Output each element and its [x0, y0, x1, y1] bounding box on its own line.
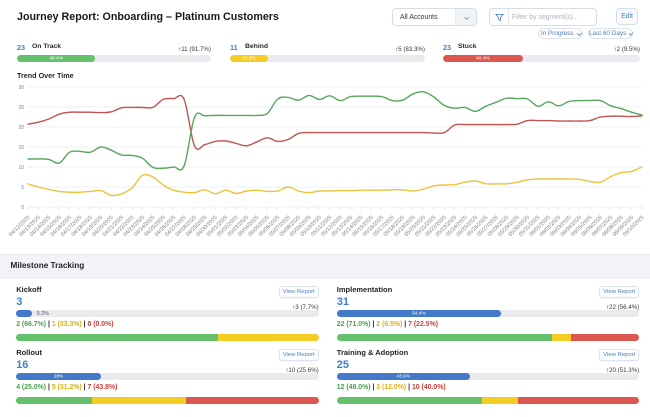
svg-text:0: 0	[21, 205, 24, 211]
svg-text:15: 15	[18, 145, 24, 151]
svg-text:10: 10	[18, 165, 24, 171]
svg-text:20: 20	[18, 125, 24, 131]
svg-text:5: 5	[21, 185, 24, 191]
svg-text:25: 25	[18, 105, 24, 111]
svg-text:30: 30	[18, 85, 24, 91]
